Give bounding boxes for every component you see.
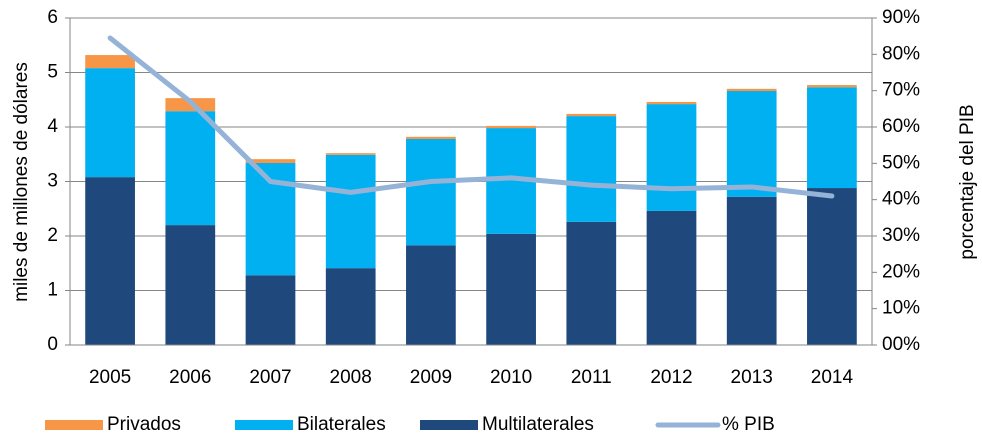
bar-segment <box>406 136 456 139</box>
bar-segment <box>566 116 617 222</box>
x-tick-label: 2007 <box>249 367 291 388</box>
y2-tick-label: 40% <box>882 189 920 210</box>
bar-segment <box>566 221 617 345</box>
bar-segment <box>807 87 857 189</box>
legend-label: Privados <box>107 414 181 435</box>
bar-segment <box>85 177 135 345</box>
line <box>107 35 835 199</box>
y-tick-label: 2 <box>47 225 58 246</box>
bar-segment <box>726 88 777 92</box>
y2-tick-label: 80% <box>882 43 920 64</box>
x-tick-label: 2010 <box>490 367 532 388</box>
bar-segment <box>807 188 857 345</box>
y2-tick-label: 70% <box>882 80 920 101</box>
legend-swatch <box>45 420 103 430</box>
bar-segment <box>165 225 216 345</box>
legend-label: Bilaterales <box>297 414 386 435</box>
bar-segment <box>566 113 617 117</box>
x-tick-label: 2008 <box>330 367 372 388</box>
bar-segment <box>486 233 536 345</box>
bar-segment <box>85 55 135 69</box>
bar-segment <box>406 138 456 246</box>
bar-segment <box>165 111 216 226</box>
x-tick-label: 2006 <box>169 367 211 388</box>
y-tick-label: 0 <box>47 334 58 355</box>
bar-segment <box>406 245 456 345</box>
bar-segment <box>245 159 296 163</box>
y2-tick-label: 00% <box>882 334 920 355</box>
bar-segment <box>726 91 777 197</box>
legend-label: Multilaterales <box>482 414 594 435</box>
y2-tick-label: 10% <box>882 298 920 319</box>
y2-tick-label: 20% <box>882 261 920 282</box>
bar-segment <box>646 210 697 345</box>
bar-segment <box>646 101 697 105</box>
y-tick-label: 6 <box>47 7 58 28</box>
x-tick-label: 2013 <box>731 367 773 388</box>
legend-swatch <box>420 420 478 430</box>
bar-segment <box>646 104 697 211</box>
y2-tick-label: 30% <box>882 225 920 246</box>
x-tick-label: 2005 <box>89 367 131 388</box>
y-tick-label: 5 <box>47 62 58 83</box>
y2-axis-title: porcentaje del PIB <box>957 104 978 259</box>
bar-segment <box>245 275 296 345</box>
bar-segment <box>486 125 536 129</box>
y-axis-title: miles de millones de dólares <box>11 62 32 302</box>
y2-tick-label: 90% <box>882 7 920 28</box>
bar-segment <box>325 153 376 155</box>
y2-tick-label: 50% <box>882 152 920 173</box>
y-tick-label: 4 <box>47 116 58 137</box>
legend-label: % PIB <box>722 414 775 435</box>
bar-segment <box>325 154 376 269</box>
x-tick-label: 2011 <box>571 367 612 388</box>
y-tick-label: 1 <box>47 280 58 301</box>
y-tick-label: 3 <box>47 171 58 192</box>
x-tick-label: 2012 <box>650 367 692 388</box>
bar-segment <box>325 268 376 345</box>
bar-segment <box>85 68 135 178</box>
y2-tick-label: 60% <box>882 116 920 137</box>
bar-segment <box>726 196 777 345</box>
bar-segment <box>807 85 857 88</box>
x-tick-label: 2014 <box>811 367 854 388</box>
legend-swatch <box>235 420 293 430</box>
x-tick-label: 2009 <box>410 367 452 388</box>
